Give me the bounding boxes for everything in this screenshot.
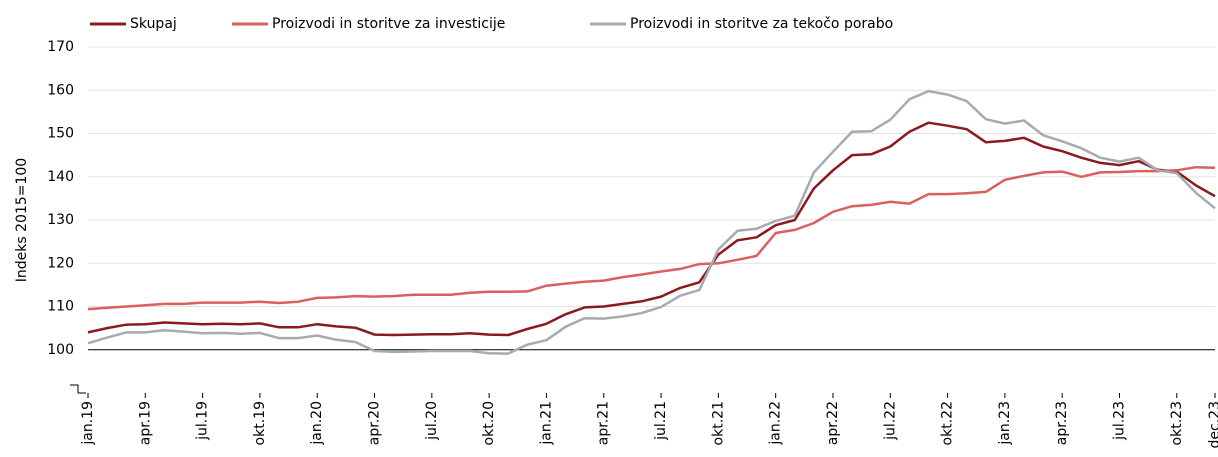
y-tick-label: 130 (47, 212, 74, 228)
legend-label: Proizvodi in storitve za tekočo porabo (630, 16, 893, 32)
series-line (87, 165, 1216, 311)
legend-label: Skupaj (130, 16, 177, 32)
x-tick-label: okt.23 (1169, 401, 1185, 445)
x-tick-label: apr.20 (367, 401, 383, 445)
y-tick-label: 120 (47, 255, 74, 271)
y-axis-label: Indeks 2015=100 (14, 158, 30, 282)
x-tick-label: jul.23 (1111, 401, 1127, 441)
x-tick-label: jan.23 (997, 401, 1013, 446)
x-tick-label: jul.21 (653, 401, 669, 441)
x-tick-label: jul.20 (424, 401, 440, 441)
axis-break (70, 384, 86, 394)
x-tick-label: jan.21 (538, 401, 554, 446)
x-tick-label: jan.20 (309, 401, 325, 446)
x-tick-label: okt.22 (940, 401, 956, 445)
y-tick-label: 100 (47, 342, 74, 358)
x-tick-label: apr.21 (596, 401, 612, 445)
legend-label: Proizvodi in storitve za investicije (272, 16, 505, 32)
y-tick-label: 170 (47, 39, 74, 55)
x-tick-label: apr.19 (137, 401, 153, 445)
x-tick-label: okt.19 (252, 401, 268, 445)
y-tick-label: 150 (47, 126, 74, 142)
series-line (87, 89, 1216, 355)
x-tick-label: dec.23 (1207, 401, 1218, 448)
x-tick-label: okt.21 (710, 401, 726, 445)
series-line (87, 121, 1216, 337)
y-tick-label: 160 (47, 82, 74, 98)
x-tick-label: jul.22 (882, 401, 898, 441)
x-tick-label: okt.20 (481, 401, 497, 445)
x-tick-label: apr.23 (1054, 401, 1070, 445)
x-tick-label: apr.22 (825, 401, 841, 445)
y-tick-label: 140 (47, 169, 74, 185)
x-tick-label: jul.19 (195, 401, 211, 441)
x-tick-label: jan.22 (768, 401, 784, 446)
y-tick-label: 110 (47, 299, 74, 315)
x-tick-label: jan.19 (80, 401, 96, 446)
